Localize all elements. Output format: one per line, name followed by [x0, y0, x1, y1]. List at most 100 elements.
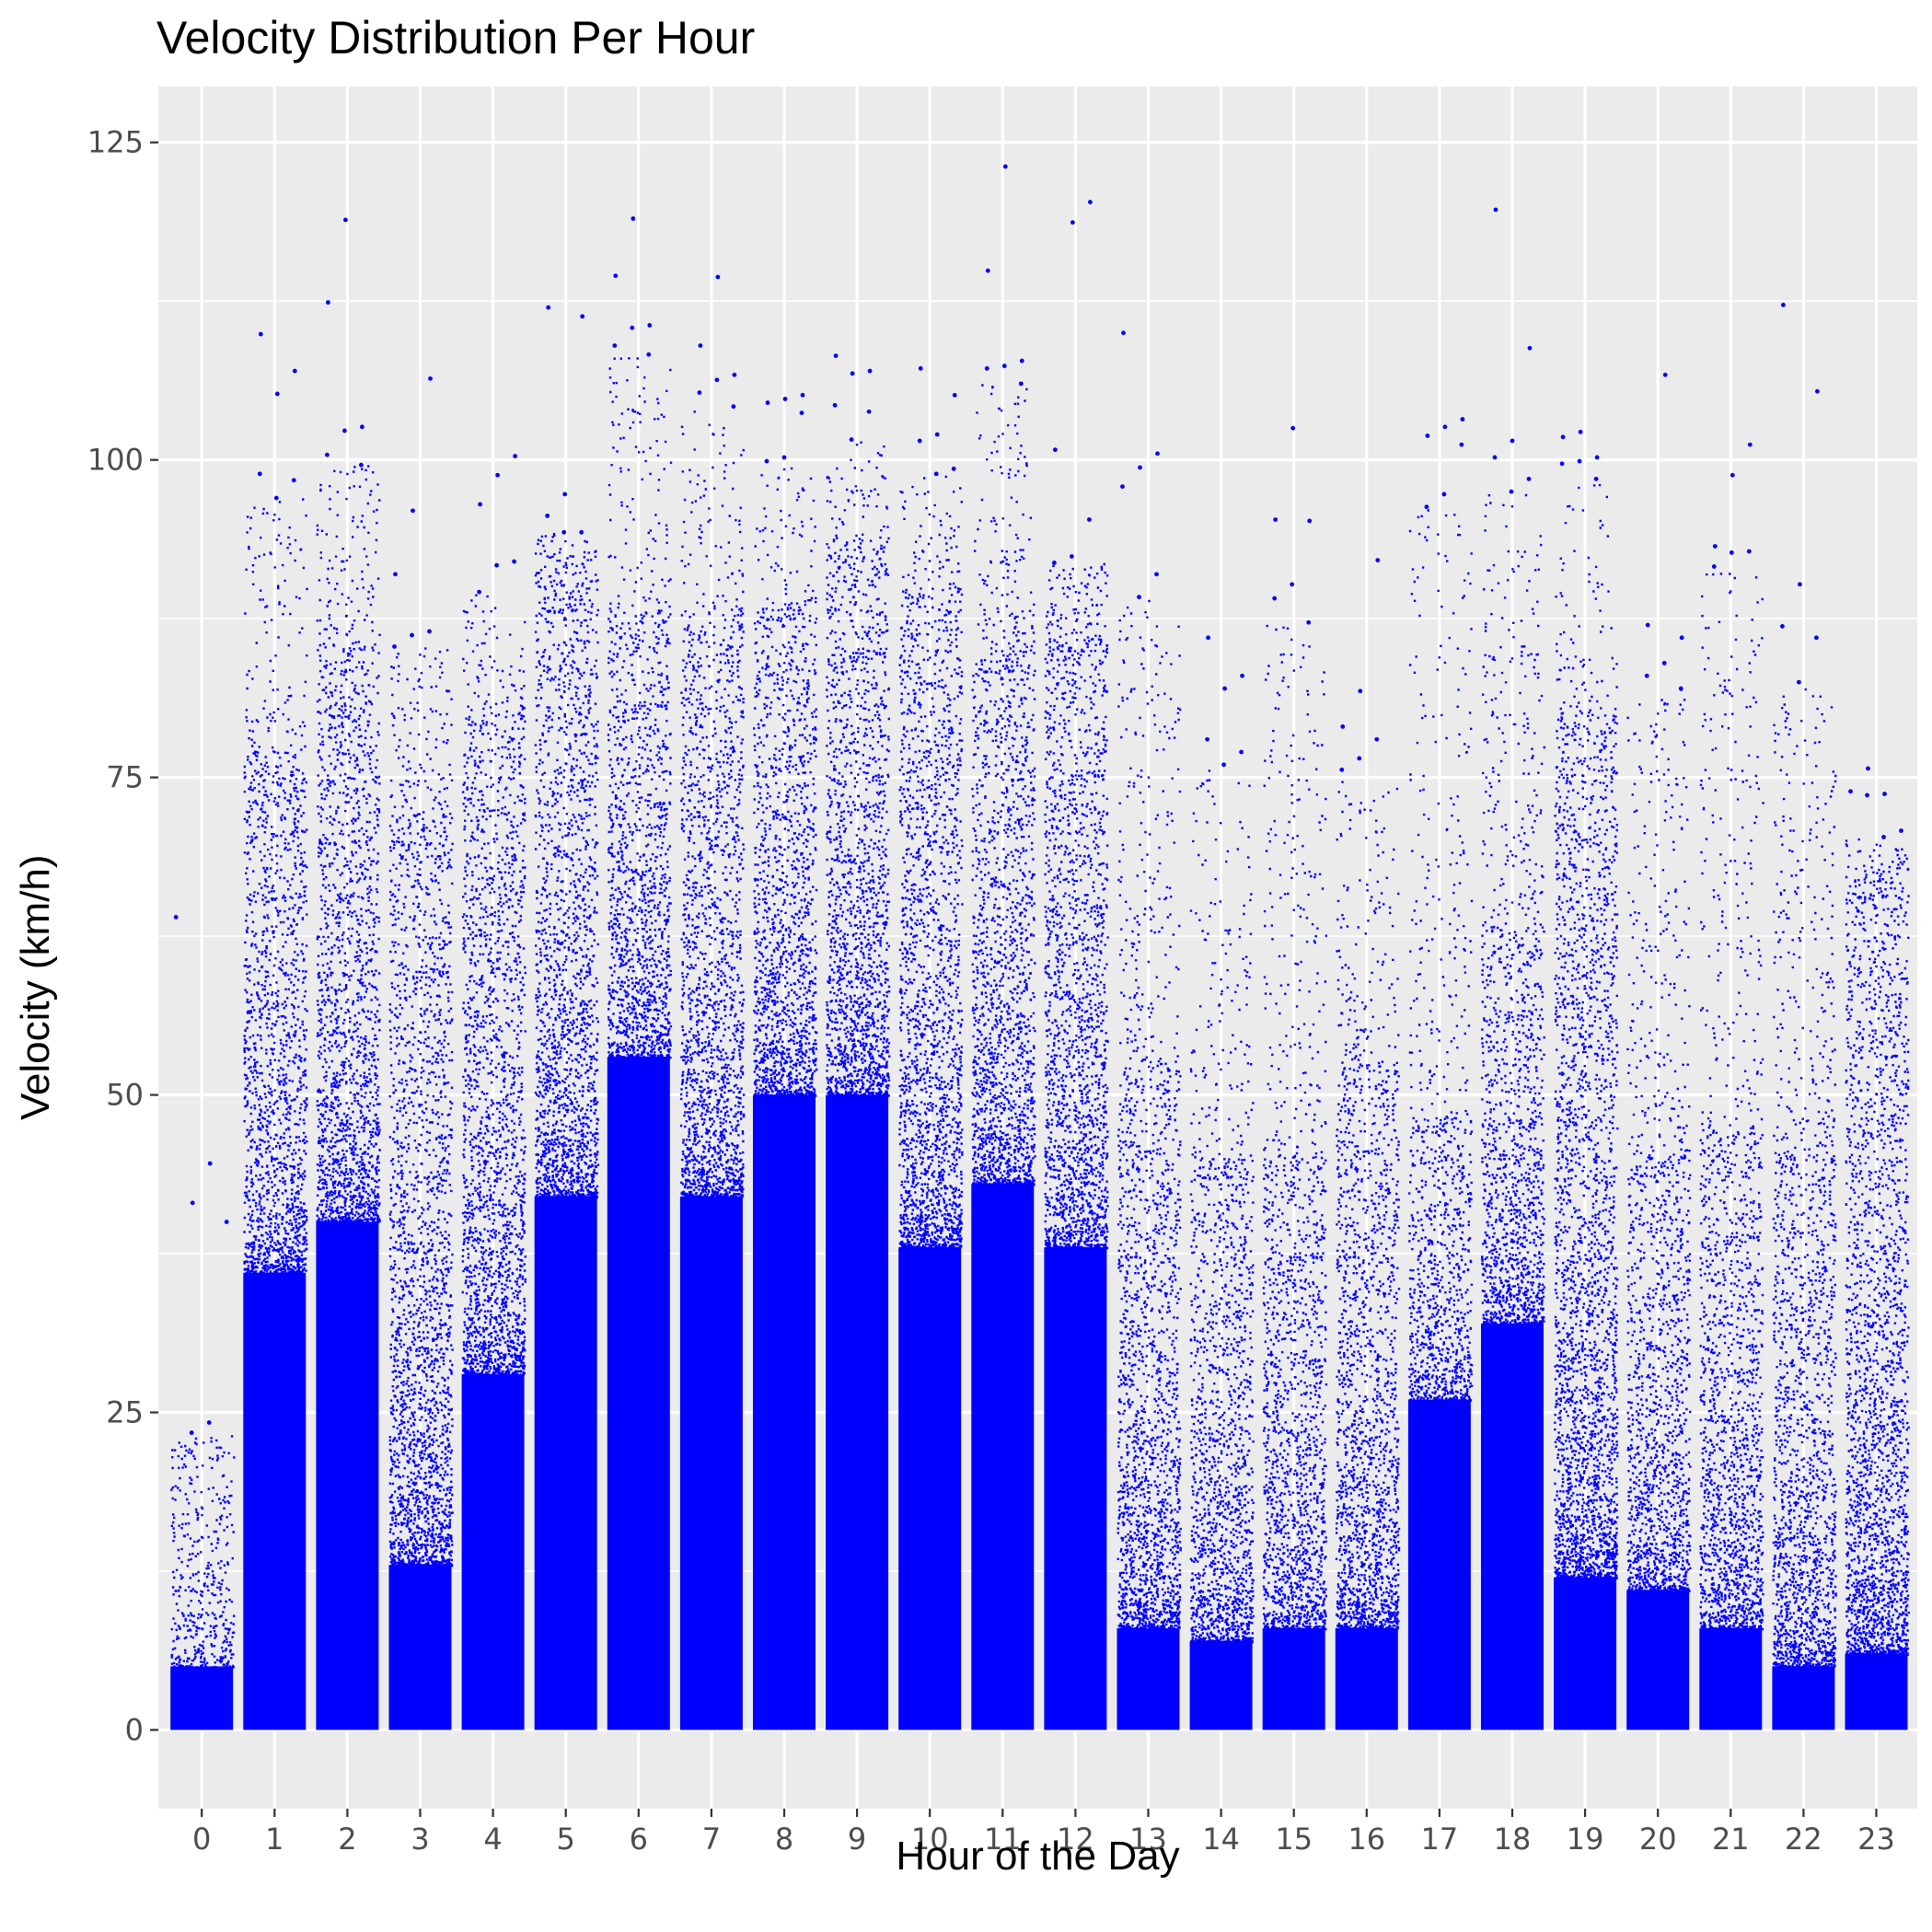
hour-12-points	[1044, 200, 1109, 1730]
outlier-point	[1492, 455, 1498, 460]
hour-17-points	[1407, 417, 1474, 1730]
outlier-point	[1815, 388, 1820, 394]
scatter-points	[1772, 688, 1837, 1669]
outlier-point	[189, 1430, 194, 1435]
outlier-point	[1460, 417, 1465, 422]
outlier-point	[764, 458, 769, 464]
outlier-point	[698, 343, 703, 348]
outlier-point	[1746, 549, 1752, 554]
dense-point-cloud	[170, 1666, 234, 1730]
outlier-point	[1290, 425, 1296, 431]
hour-9-points	[826, 353, 891, 1730]
outlier-point	[292, 368, 297, 374]
scatter-points	[1116, 599, 1182, 1631]
outlier-point	[224, 1220, 229, 1224]
outlier-point	[833, 353, 839, 358]
dense-point-cloud	[1699, 1628, 1763, 1730]
outlier-point	[613, 273, 619, 278]
outlier-point	[207, 1161, 213, 1166]
outlier-point	[985, 268, 990, 273]
outlier-point	[478, 502, 482, 507]
outlier-point	[392, 644, 397, 649]
outlier-point	[1730, 472, 1735, 478]
outlier-point	[1509, 489, 1514, 494]
outlier-point	[1593, 476, 1599, 481]
scatter-points	[898, 475, 964, 1250]
dense-point-cloud	[607, 1057, 670, 1730]
dense-point-cloud	[1554, 1577, 1617, 1730]
x-tick-label: 4	[483, 1822, 502, 1857]
x-tick-label: 17	[1421, 1822, 1459, 1857]
outlier-point	[561, 529, 567, 535]
outlier-point	[393, 572, 398, 577]
outlier-point	[1273, 517, 1278, 522]
x-tick-label: 18	[1494, 1822, 1532, 1857]
outlier-point	[273, 495, 279, 501]
dense-point-cloud	[388, 1565, 452, 1730]
outlier-point	[781, 455, 787, 460]
outlier-point	[1001, 364, 1007, 368]
outlier-point	[1222, 686, 1227, 691]
x-tick-label: 2	[338, 1822, 356, 1857]
outlier-point	[428, 376, 433, 381]
outlier-point	[1424, 504, 1429, 510]
outlier-point	[1272, 596, 1278, 601]
scatter-points	[1189, 769, 1255, 1644]
outlier-point	[1120, 484, 1125, 490]
outlier-point	[1729, 550, 1734, 555]
x-tick-label: 11	[984, 1822, 1022, 1857]
outlier-point	[1155, 451, 1160, 457]
outlier-point	[512, 559, 516, 564]
hour-8-points	[753, 392, 818, 1730]
hour-1-points	[243, 331, 308, 1730]
outlier-point	[1306, 619, 1312, 625]
outlier-point	[325, 452, 330, 457]
plot-panel	[158, 87, 1917, 1809]
outlier-point	[1798, 582, 1802, 587]
x-tick-label: 6	[630, 1822, 648, 1857]
dense-point-cloud	[753, 1094, 816, 1730]
hour-11-points	[971, 164, 1036, 1730]
outlier-point	[714, 377, 720, 383]
outlier-point	[731, 404, 736, 410]
outlier-point	[934, 432, 940, 437]
outlier-point	[411, 508, 415, 514]
dense-point-cloud	[1262, 1628, 1325, 1730]
dense-point-cloud	[826, 1094, 889, 1730]
scatter-points	[243, 498, 308, 1276]
outlier-point	[1594, 455, 1600, 460]
dense-point-cloud	[971, 1184, 1035, 1730]
hour-23-points	[1845, 766, 1910, 1730]
outlier-point	[984, 365, 989, 371]
outlier-point	[646, 352, 652, 357]
scatter-points	[461, 594, 526, 1377]
hour-18-points	[1481, 207, 1545, 1730]
outlier-point	[1577, 458, 1582, 464]
x-tick-label: 21	[1712, 1822, 1750, 1857]
outlier-point	[274, 391, 280, 397]
scatter-points	[1554, 483, 1619, 1580]
outlier-point	[410, 632, 414, 638]
outlier-point	[1088, 200, 1093, 204]
outlier-point	[477, 589, 481, 595]
outlier-point	[832, 402, 838, 408]
outlier-point	[1866, 766, 1870, 771]
outlier-point	[579, 529, 584, 535]
y-tick-label: 25	[106, 1395, 144, 1430]
x-tick-label: 23	[1857, 1822, 1895, 1857]
scatter-points	[1845, 838, 1910, 1657]
dense-point-cloud	[1044, 1247, 1107, 1730]
outlier-point	[342, 428, 347, 434]
dense-point-cloud	[1189, 1640, 1253, 1730]
outlier-point	[1882, 792, 1887, 796]
outlier-point	[1712, 544, 1718, 549]
y-tick-label: 100	[87, 443, 144, 478]
outlier-point	[647, 323, 653, 328]
hour-16-points	[1335, 558, 1401, 1730]
outlier-point	[1087, 517, 1092, 522]
outlier-point	[1441, 492, 1447, 497]
hour-13-points	[1116, 330, 1182, 1730]
outlier-point	[1053, 447, 1058, 453]
dense-point-cloud	[1335, 1628, 1398, 1730]
